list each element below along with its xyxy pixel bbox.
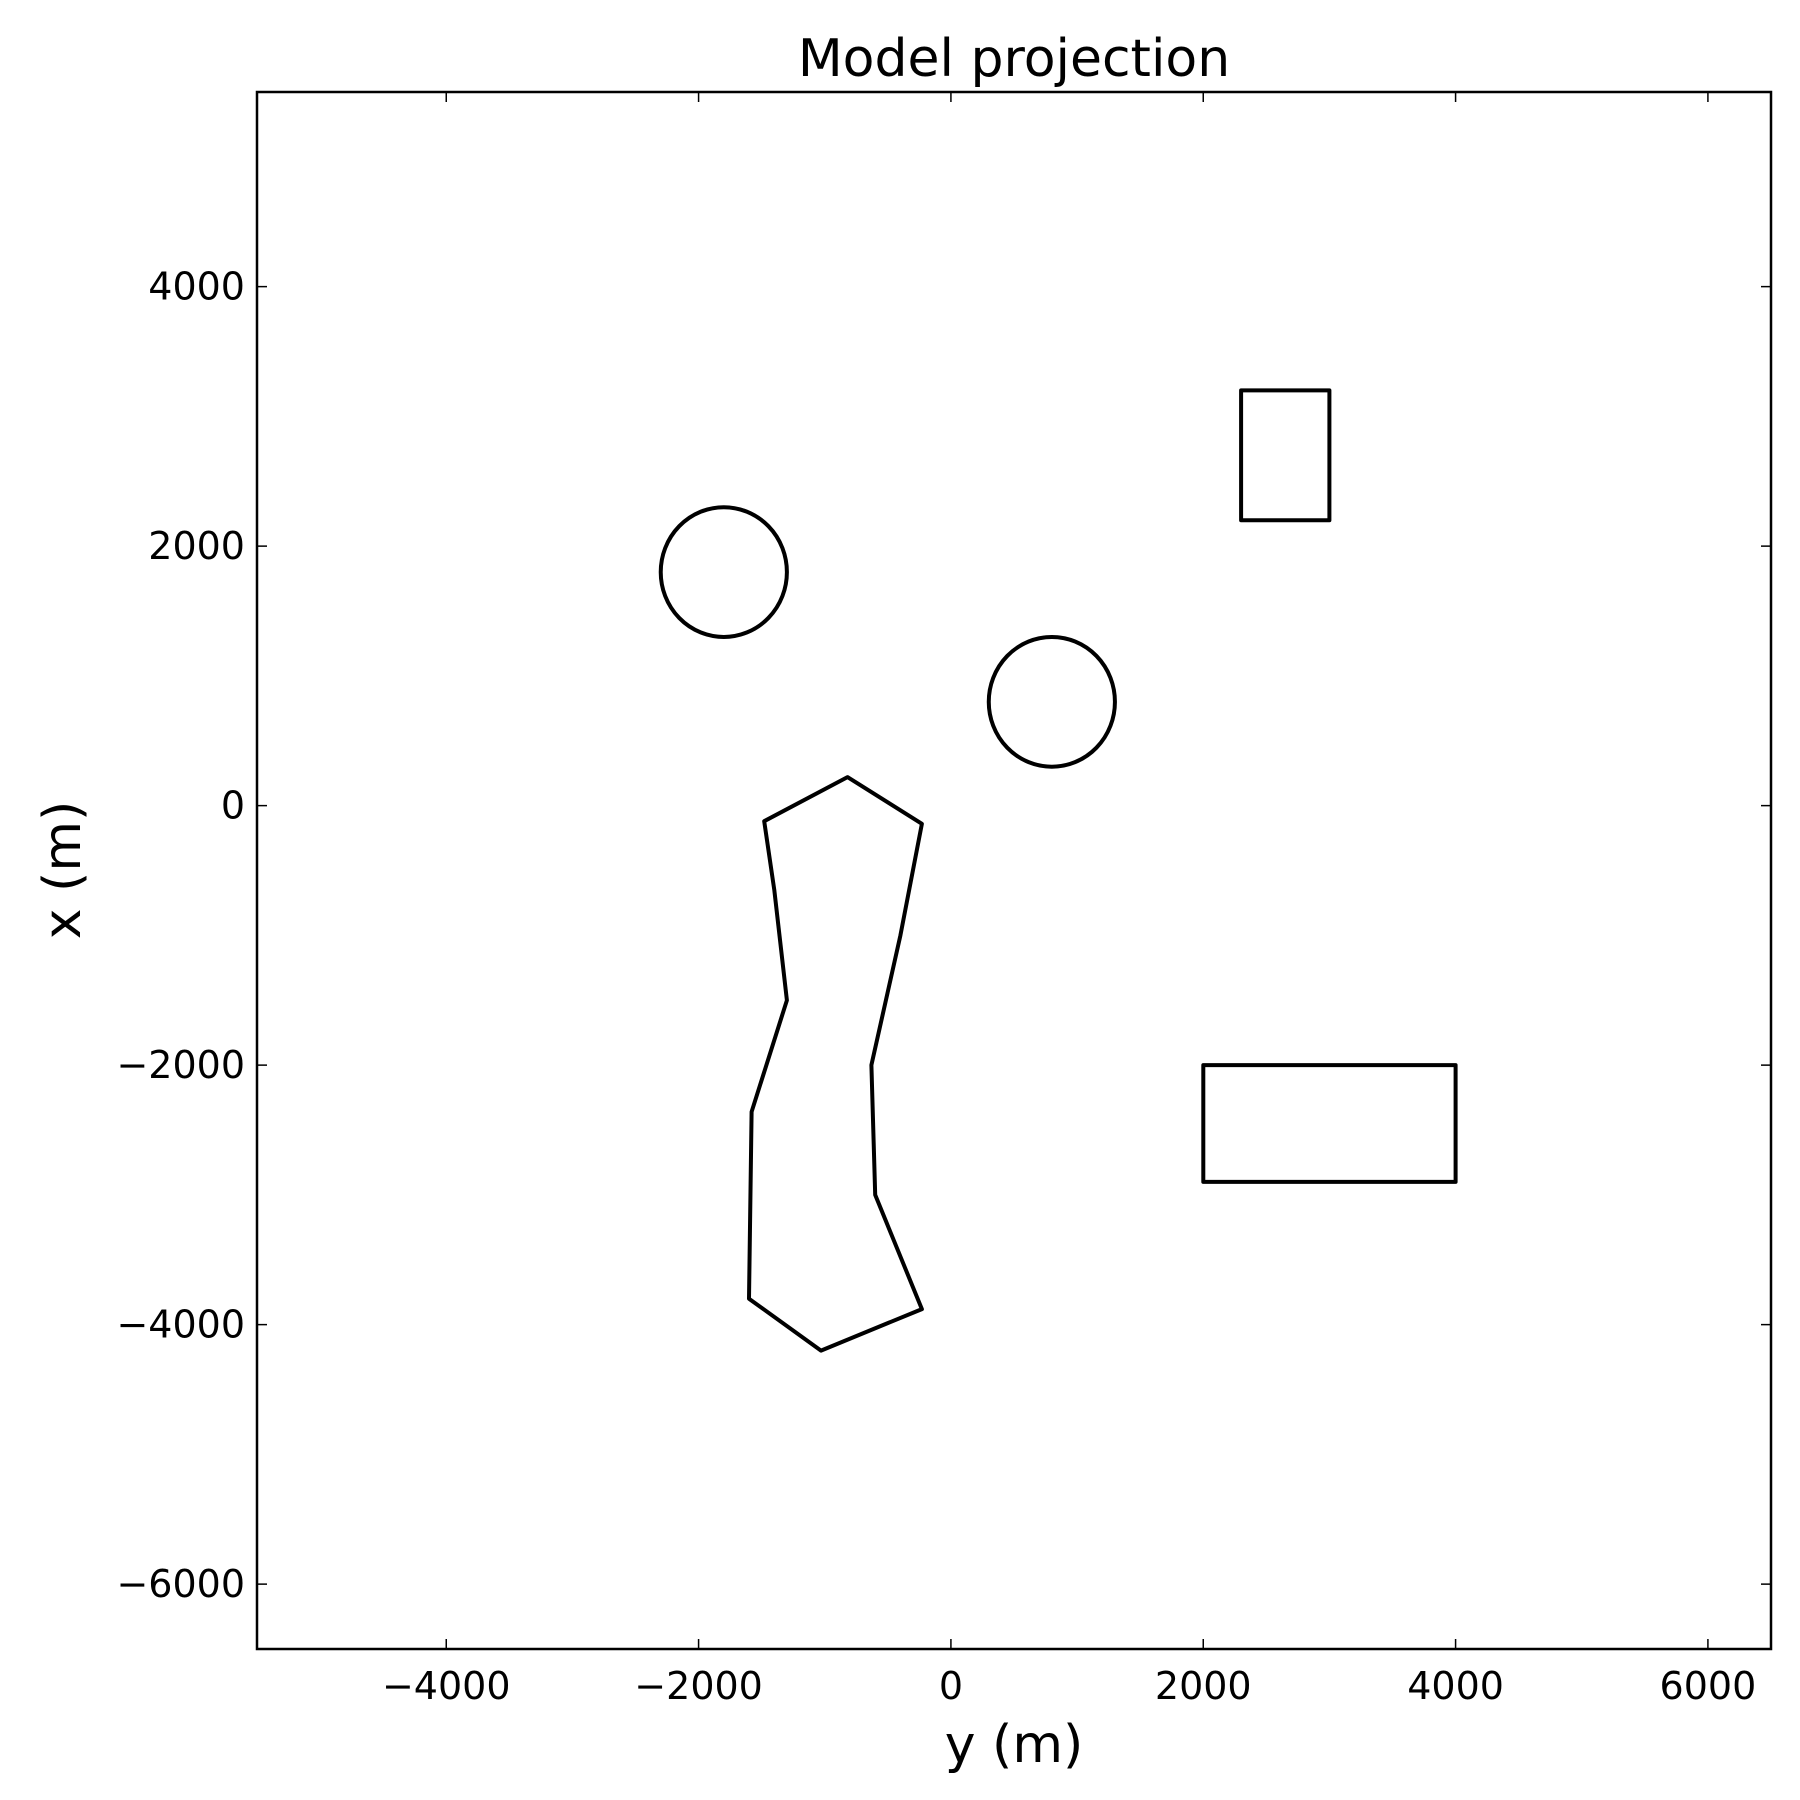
shape-layer: [658, 388, 1458, 1353]
x-tick-label: 0: [939, 1664, 963, 1708]
circle-outline-2: [986, 634, 1117, 769]
chart-title: Model projection: [798, 29, 1230, 89]
x-tick-label: 2000: [1155, 1664, 1252, 1708]
y-axis-label: x (m): [33, 801, 93, 940]
tick-layer: −4000 −2000 0 2000 4000 6000 −6000 −4000 −2000 0 2…: [116, 92, 1771, 1708]
y-tick-label: 4000: [148, 265, 245, 309]
plot-frame: [255, 90, 1773, 1651]
polygon-outline-4: [1201, 1063, 1458, 1184]
y-tick-label: 0: [221, 784, 245, 828]
x-tick-label: 6000: [1660, 1664, 1757, 1708]
x-tick-label: −4000: [382, 1664, 511, 1708]
polygon-outline-3: [1239, 388, 1332, 523]
y-tick-label: −6000: [116, 1562, 245, 1606]
y-tick-label: −4000: [116, 1303, 245, 1347]
x-tick-label: 4000: [1407, 1664, 1504, 1708]
x-tick-label: −2000: [634, 1664, 763, 1708]
y-tick-label: −2000: [116, 1043, 245, 1087]
polygon-outline-5: [747, 775, 924, 1353]
circle-outline-1: [658, 505, 789, 639]
y-tick-label: 2000: [148, 524, 245, 568]
x-axis-label: y (m): [945, 1715, 1084, 1775]
